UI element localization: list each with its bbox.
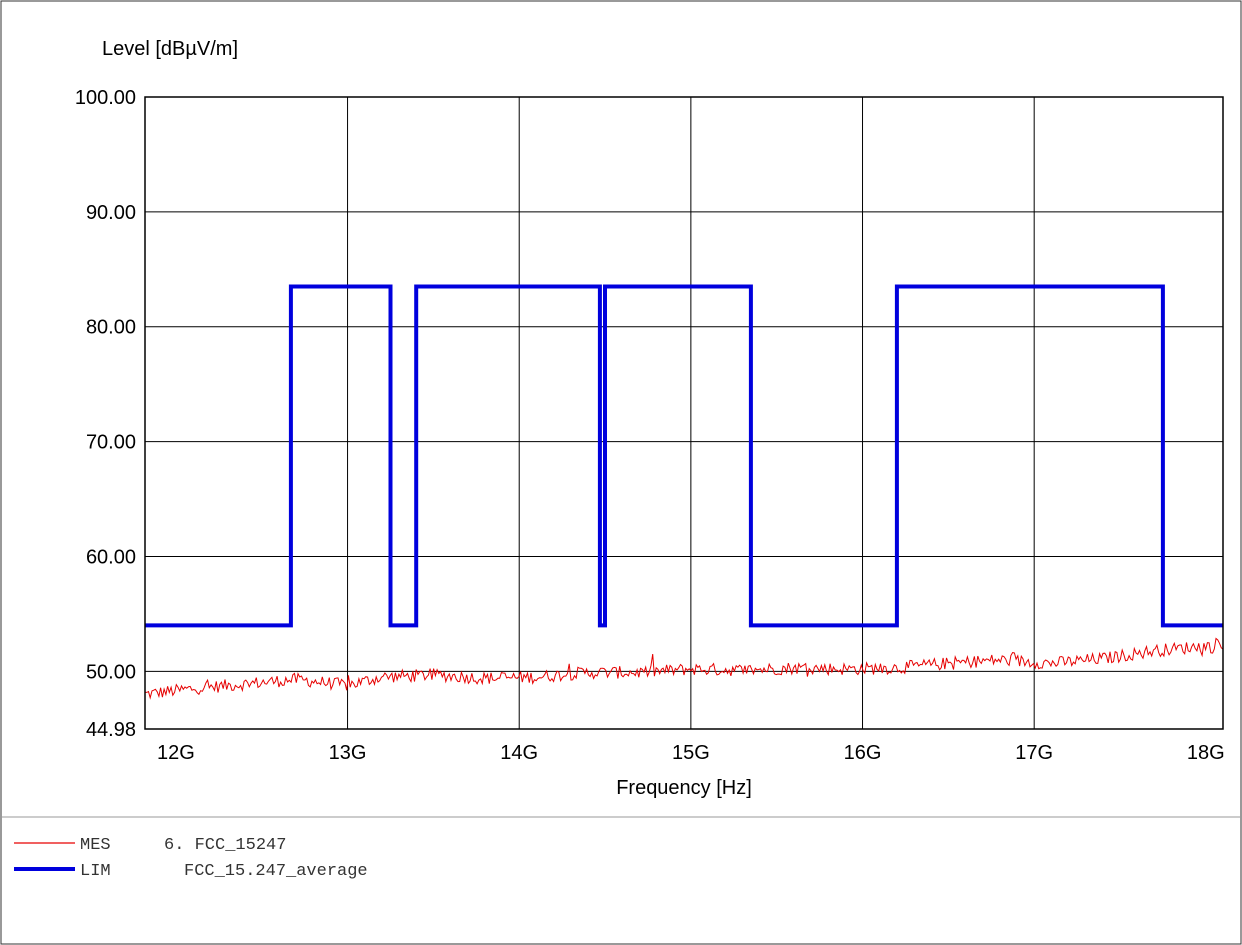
y-tick-labels: 100.00 90.00 80.00 70.00 60.00 50.00 44.98 <box>75 87 136 741</box>
x-tick-label: 17G <box>1015 742 1053 764</box>
x-tick-label: 18G <box>1187 742 1225 764</box>
plot-area <box>144 96 1224 730</box>
legend-abbr-mes: MES <box>80 836 111 855</box>
y-axis-label: Level [dBµV/m] <box>102 38 238 60</box>
legend: MES 6. FCC_15247 LIM FCC_15.247_average <box>14 836 368 881</box>
series-line-lim <box>145 284 1223 628</box>
legend-label-lim: FCC_15.247_average <box>184 862 368 881</box>
legend-label-mes: 6. FCC_15247 <box>164 836 286 855</box>
x-tick-label: 16G <box>844 742 882 764</box>
x-tick-labels: 12G 13G 14G 15G 16G 17G 18G <box>157 742 1225 764</box>
legend-abbr-lim: LIM <box>80 862 111 881</box>
x-axis-label: Frequency [Hz] <box>616 777 752 799</box>
y-tick-label: 70.00 <box>86 432 136 454</box>
y-tick-label: 80.00 <box>86 317 136 339</box>
x-tick-label: 12G <box>157 742 195 764</box>
y-tick-label: 50.00 <box>86 661 136 683</box>
x-tick-label: 14G <box>500 742 538 764</box>
y-tick-label: 44.98 <box>86 719 136 741</box>
y-tick-label: 100.00 <box>75 87 136 109</box>
y-tick-label: 90.00 <box>86 202 136 224</box>
y-tick-label: 60.00 <box>86 546 136 568</box>
x-tick-label: 13G <box>329 742 367 764</box>
series-layer <box>145 284 1223 700</box>
series-line-mes <box>145 637 1223 700</box>
x-tick-label: 15G <box>672 742 710 764</box>
